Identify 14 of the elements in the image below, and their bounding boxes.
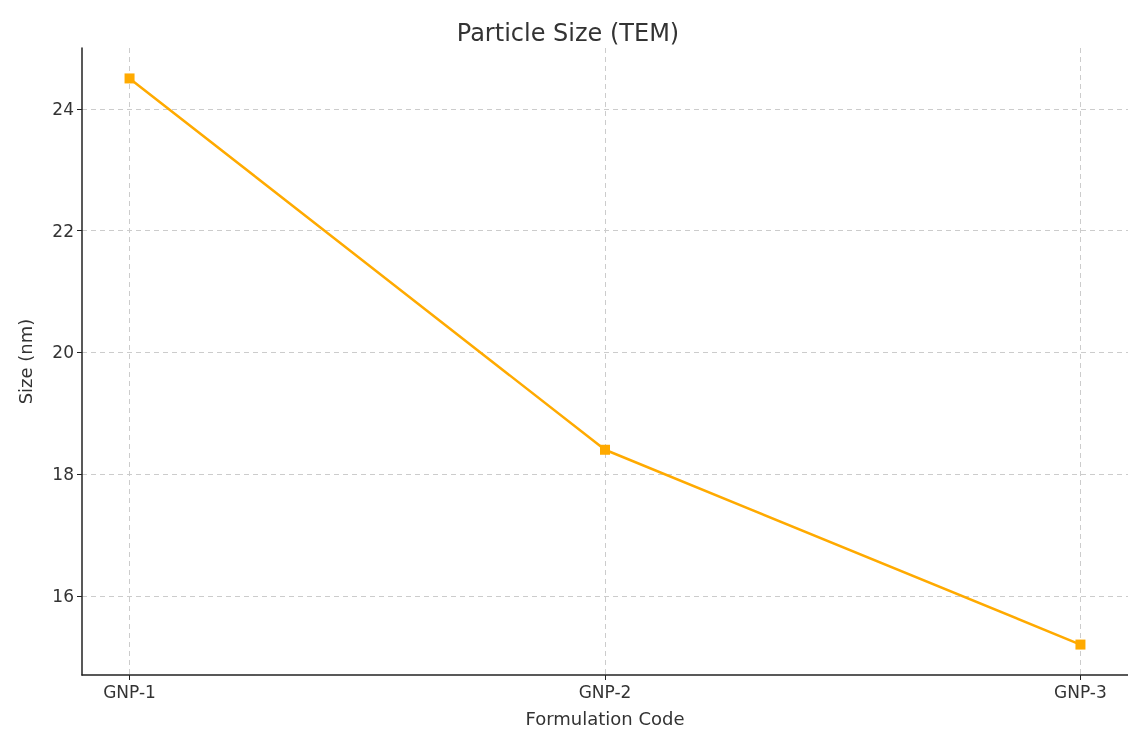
x-tick-label: GNP-3 [1054, 681, 1107, 702]
y-tick-label: 16 [52, 585, 74, 606]
y-tick-label: 18 [52, 464, 74, 485]
y-axis-title: Size (nm) [14, 318, 36, 405]
y-tick-label: 22 [52, 220, 74, 241]
point [600, 444, 610, 455]
x-tick-label: GNP-1 [103, 681, 156, 702]
y-tick-label: 20 [52, 342, 74, 363]
point [1075, 639, 1086, 650]
x-tick-label: GNP-2 [578, 681, 632, 702]
point [124, 73, 135, 84]
x-axis-title: Formulation Code [525, 707, 685, 729]
y-tick-label: 24 [52, 98, 74, 119]
chart-title: Particle Size (TEM) [456, 19, 680, 47]
